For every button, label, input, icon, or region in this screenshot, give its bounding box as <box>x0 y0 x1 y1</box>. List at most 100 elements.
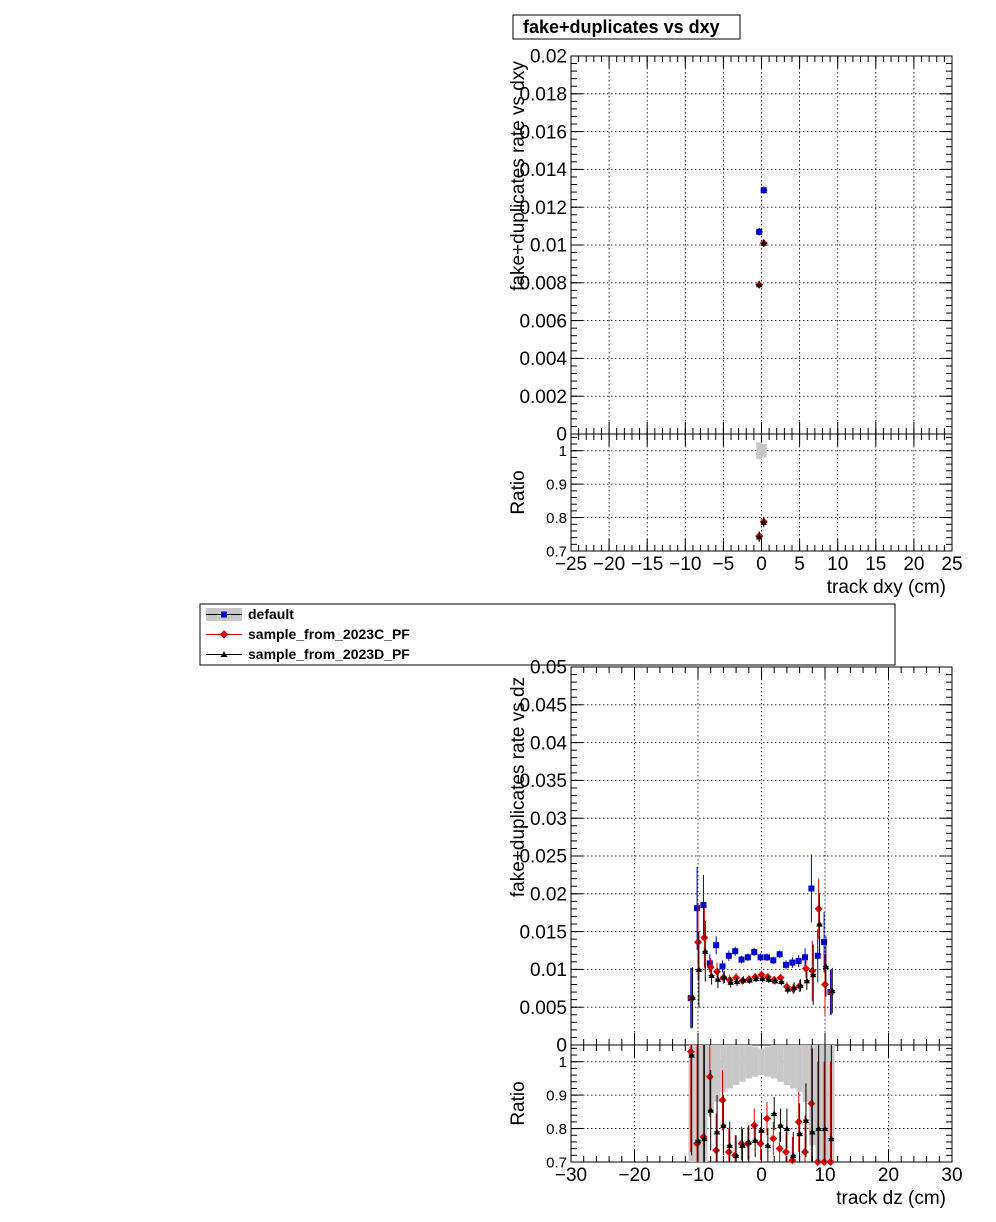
data-point <box>801 964 810 973</box>
y-tick-label: 0.9 <box>546 1087 567 1104</box>
x-axis-title: track dz (cm) <box>836 1188 946 1209</box>
y-axis-title: fake+duplicates rate vs dz <box>508 677 529 897</box>
data-point <box>745 1138 752 1145</box>
data-point <box>790 984 798 991</box>
data-point <box>732 1152 740 1158</box>
data-point <box>701 1135 708 1142</box>
data-point <box>808 885 815 892</box>
ratio-uncertainty-band <box>713 1045 721 1102</box>
ratio-uncertainty-band <box>751 1046 759 1077</box>
data-point <box>822 963 830 969</box>
panel-dxy-main: 0 0.002 0.004 0.006 0.008 0.01 0.012 0.014 0.016… <box>508 47 953 446</box>
y-tick-label: 0.008 <box>519 273 567 294</box>
ratio-uncertainty-band <box>760 444 767 458</box>
data-point <box>713 1128 721 1135</box>
data-point <box>759 975 766 982</box>
data-point <box>782 1148 790 1156</box>
data-point <box>760 519 767 525</box>
x-tick-label: −5 <box>713 554 735 575</box>
data-point <box>764 1142 772 1148</box>
ratio-uncertainty-band <box>726 1045 733 1089</box>
data-point <box>714 976 722 982</box>
data-point <box>828 1135 835 1142</box>
y-tick-label: 0.9 <box>546 476 567 493</box>
y-tick-label: 0.045 <box>519 695 567 716</box>
ratio-uncertainty-band <box>796 1045 803 1092</box>
y-tick-label: 0.04 <box>530 733 567 754</box>
data-point <box>721 973 728 980</box>
data-point <box>829 987 836 994</box>
ratio-uncertainty-band <box>732 1045 740 1086</box>
data-point <box>783 1125 791 1132</box>
data-point <box>756 533 763 540</box>
data-point <box>752 975 760 982</box>
data-point <box>760 239 767 246</box>
legend-label-default: default <box>248 606 294 622</box>
y-tick-label: 0.8 <box>546 1121 567 1138</box>
ratio-uncertainty-band <box>764 1046 772 1077</box>
ratio-uncertainty-band <box>745 1045 752 1079</box>
y-tick-label: 0.03 <box>530 809 567 830</box>
y-tick-label: 0.018 <box>519 84 567 105</box>
data-point <box>777 1122 784 1128</box>
data-point <box>821 980 829 989</box>
ratio-uncertainty-band <box>739 1045 746 1082</box>
ratio-uncertainty-band <box>777 1045 784 1082</box>
data-point <box>775 1144 784 1153</box>
x-tick-label: −10 <box>682 1165 714 1186</box>
data-point <box>713 942 720 949</box>
y-axis-title: Ratio <box>508 1081 529 1125</box>
data-point <box>789 959 796 966</box>
ratio-uncertainty-band <box>756 442 763 460</box>
y-tick-label: 0.02 <box>530 884 567 905</box>
data-point <box>762 1114 771 1123</box>
x-tick-label: 5 <box>794 554 805 575</box>
y-axis-title: fake+duplicates rate vs dxy <box>508 61 529 291</box>
data-point <box>821 1125 829 1132</box>
x-tick-label: 10 <box>814 1165 835 1186</box>
data-point <box>739 1142 746 1148</box>
x-tick-label: −30 <box>555 1165 587 1186</box>
data-point <box>778 978 785 985</box>
data-point <box>738 956 745 963</box>
series-default <box>687 854 834 1029</box>
x-axis-title: track dxy (cm) <box>827 577 946 598</box>
y-tick-label: 1 <box>559 443 567 460</box>
y-tick-label: 0.005 <box>519 998 567 1019</box>
x-tick-label: 30 <box>941 1165 962 1186</box>
ratio-uncertainty-band <box>771 1045 778 1079</box>
legend-entry-default: default <box>206 606 294 622</box>
panel-dz-ratio: 0.7 0.8 0.9 1 −30 −20 −10 0 10 20 30 Ratio track dz … <box>508 1044 963 1209</box>
series-default <box>755 186 768 236</box>
x-tick-label: −20 <box>618 1165 650 1186</box>
y-tick-label: 0.05 <box>530 658 567 679</box>
series-sample-from-2023d-pf <box>688 1045 835 1162</box>
series-default <box>756 442 767 460</box>
data-point <box>694 938 702 947</box>
y-axis-title: Ratio <box>508 470 529 514</box>
data-point <box>708 972 715 979</box>
data-point <box>816 920 823 927</box>
ratio-uncertainty-band <box>758 1048 765 1076</box>
data-point <box>706 960 713 967</box>
data-point <box>802 1117 810 1123</box>
data-point <box>795 958 802 965</box>
data-point <box>727 979 734 985</box>
x-tick-label: 20 <box>903 554 924 575</box>
data-point <box>810 971 817 978</box>
data-point <box>700 933 709 942</box>
ratio-uncertainty-band <box>720 1045 727 1092</box>
data-point <box>713 967 722 976</box>
data-point <box>790 1152 797 1158</box>
x-tick-label: 0 <box>756 1165 767 1186</box>
y-tick-label: 0.002 <box>519 387 567 408</box>
x-tick-label: −20 <box>593 554 625 575</box>
data-point <box>689 994 696 1000</box>
y-tick-label: 0.02 <box>530 47 567 68</box>
ratio-uncertainty-band <box>790 1045 797 1089</box>
y-tick-label: 0.014 <box>519 160 567 181</box>
data-point <box>694 905 701 912</box>
legend-entry-2023d: sample_from_2023D_PF <box>206 646 410 662</box>
y-tick-label: 1 <box>559 1054 567 1071</box>
x-tick-label: 20 <box>878 1165 899 1186</box>
